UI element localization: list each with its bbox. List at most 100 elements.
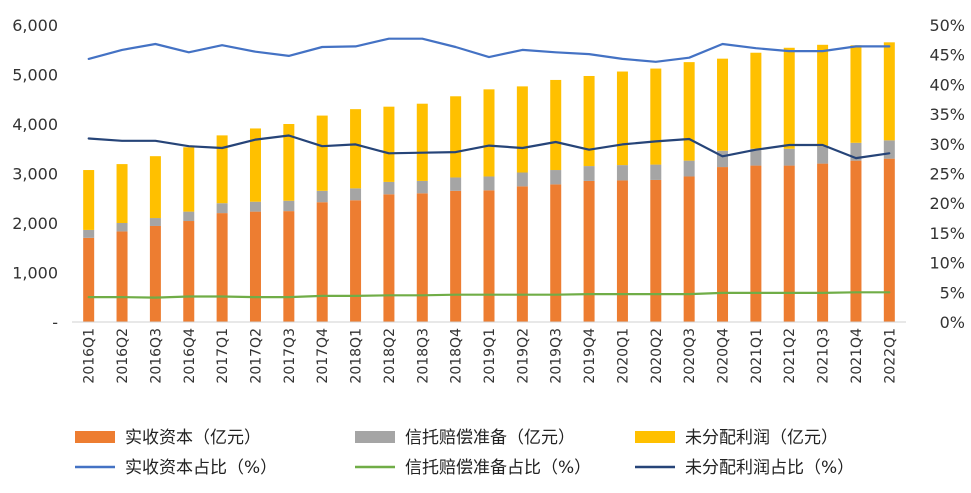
bar-segment-1 [416, 193, 428, 322]
bar-segment-3 [850, 45, 862, 143]
bar-segment-1 [783, 165, 795, 322]
x-tick-label: 2022Q1 [882, 328, 898, 384]
x-tick-label: 2016Q1 [82, 328, 98, 384]
bar-segment-2 [316, 190, 328, 203]
bars [83, 42, 895, 322]
bar-segment-3 [683, 62, 695, 161]
bar-segment-2 [416, 180, 428, 194]
bar-segment-2 [149, 218, 161, 226]
bar-segment-3 [183, 147, 195, 212]
bar-segment-3 [650, 68, 662, 165]
lines [87, 37, 891, 299]
bar-segment-3 [249, 128, 261, 202]
bar-segment-3 [817, 44, 829, 147]
bar-segment-2 [183, 211, 195, 222]
right-tick-label: 25% [929, 165, 965, 184]
bar-segment-1 [850, 160, 862, 322]
bar-segment-3 [616, 71, 628, 166]
bar-segment-2 [683, 160, 695, 177]
bar-segment-3 [483, 89, 495, 177]
bar-segment-1 [583, 180, 595, 322]
bar-segment-3 [450, 96, 462, 178]
bar-segment-2 [516, 172, 528, 187]
bar-segment-1 [683, 176, 695, 322]
bar-segment-3 [550, 79, 562, 171]
bar-segment-2 [616, 165, 628, 181]
legend-label: 实收资本（亿元） [125, 428, 261, 448]
x-tick-label: 2020Q3 [682, 328, 698, 384]
bar-segment-3 [750, 52, 762, 149]
right-tick-label: 40% [929, 75, 965, 94]
bar-segment-1 [149, 225, 161, 322]
bar-segment-1 [550, 184, 562, 322]
x-tick-label: 2021Q4 [849, 328, 865, 384]
legend-label: 实收资本占比（%） [125, 458, 277, 478]
bar-segment-1 [83, 237, 95, 322]
x-tick-label: 2021Q3 [816, 328, 832, 384]
bar-segment-1 [383, 194, 395, 322]
right-tick-label: 0% [940, 313, 965, 332]
bar-segment-2 [817, 146, 829, 164]
bar-segment-2 [883, 140, 895, 159]
bar-segment-1 [116, 231, 128, 322]
x-tick-label: 2016Q3 [148, 328, 164, 384]
x-tick-label: 2017Q2 [248, 328, 264, 384]
left-axis: - 1,000 2,000 3,000 4,000 5,000 6,000 [12, 16, 58, 332]
x-tick-label: 2017Q1 [215, 328, 231, 384]
x-tick-label: 2020Q2 [649, 328, 665, 384]
bar-segment-3 [416, 103, 428, 181]
bar-segment-2 [216, 203, 228, 214]
bar-segment-1 [316, 202, 328, 322]
right-tick-label: 20% [929, 194, 965, 213]
right-tick-label: 15% [929, 224, 965, 243]
x-tick-label: 2021Q1 [749, 328, 765, 384]
bar-segment-1 [283, 211, 295, 322]
bar-segment-3 [116, 164, 128, 223]
right-tick-label: 5% [940, 283, 965, 302]
bar-segment-3 [583, 75, 595, 167]
bar-segment-2 [550, 170, 562, 185]
bar-segment-3 [216, 135, 228, 204]
x-tick-label: 2016Q4 [182, 328, 198, 384]
legend-swatch [75, 431, 115, 443]
bar-segment-2 [650, 164, 662, 180]
bar-segment-3 [283, 124, 295, 201]
bar-segment-1 [216, 213, 228, 322]
line-series-2 [87, 291, 891, 299]
x-tick-label: 2018Q4 [449, 328, 465, 384]
bar-segment-2 [116, 223, 128, 232]
bar-segment-3 [883, 42, 895, 141]
bar-segment-3 [516, 86, 528, 173]
x-tick-label: 2020Q4 [716, 328, 732, 384]
x-tick-label: 2017Q3 [282, 328, 298, 384]
x-tick-label: 2018Q2 [382, 328, 398, 384]
bar-segment-3 [383, 106, 395, 182]
bar-segment-1 [516, 186, 528, 322]
bar-segment-1 [750, 165, 762, 322]
bar-segment-2 [483, 176, 495, 191]
x-tick-label: 2019Q2 [515, 328, 531, 384]
bar-segment-3 [350, 109, 362, 189]
bar-segment-1 [249, 211, 261, 322]
bar-segment-1 [883, 158, 895, 322]
bar-segment-1 [450, 190, 462, 322]
left-tick-label: 3,000 [12, 165, 58, 184]
bar-segment-2 [350, 188, 362, 201]
left-tick-label: 5,000 [12, 66, 58, 85]
legend-label: 未分配利润占比（%） [685, 458, 854, 478]
x-tick-label: 2018Q1 [349, 328, 365, 384]
bar-segment-3 [717, 58, 729, 151]
bar-segment-2 [850, 142, 862, 161]
bar-segment-1 [350, 200, 362, 322]
x-axis: 2016Q1 2016Q2 2016Q3 2016Q4 2017Q1 2017Q2 2017… [82, 328, 899, 384]
bar-segment-3 [149, 156, 161, 219]
bar-segment-2 [249, 201, 261, 212]
bar-segment-2 [283, 200, 295, 212]
bar-segment-2 [450, 177, 462, 191]
x-tick-label: 2019Q1 [482, 328, 498, 384]
left-tick-label: 2,000 [12, 214, 58, 233]
right-tick-label: 35% [929, 105, 965, 124]
right-tick-label: 10% [929, 254, 965, 273]
bar-segment-2 [583, 166, 595, 181]
